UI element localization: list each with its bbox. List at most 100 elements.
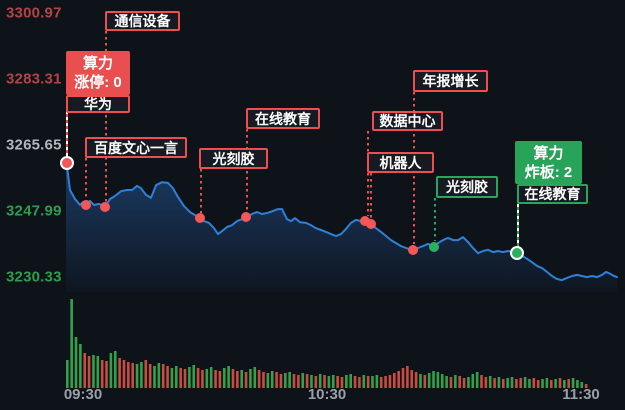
volume-bar [284, 373, 287, 388]
volume-bar [314, 376, 318, 388]
volume-bar [140, 362, 143, 388]
topic-chip[interactable]: 华为 [66, 95, 130, 113]
volume-bar [349, 374, 352, 388]
event-dot[interactable] [429, 242, 439, 252]
volume-bar [506, 378, 509, 388]
event-dot[interactable] [408, 245, 418, 255]
volume-bar [144, 360, 148, 388]
x-axis-tick-label: 10:30 [307, 386, 347, 403]
topic-chip[interactable]: 通信设备 [105, 11, 180, 31]
volume-bar [576, 380, 579, 388]
y-axis-label: 3300.97 [6, 4, 62, 22]
volume-bar [87, 356, 91, 388]
event-dot[interactable] [60, 156, 74, 170]
volume-bar [353, 376, 357, 388]
topic-chip[interactable]: 算力 炸板: 2 [515, 141, 582, 184]
volume-bar [279, 374, 283, 388]
volume-bar [262, 372, 265, 388]
volume-bar [454, 375, 457, 388]
volume-bar [423, 375, 427, 388]
volume-bar [188, 367, 191, 388]
event-dot[interactable] [241, 212, 251, 222]
topic-chip[interactable]: 百度文心一言 [85, 137, 187, 158]
volume-bar [183, 369, 187, 388]
volume-bar [301, 373, 305, 388]
volume-bar [523, 377, 527, 388]
volume-bar [366, 376, 370, 388]
topic-chip[interactable]: 算力 涨停: 0 [66, 51, 130, 95]
volume-bar [571, 378, 575, 388]
volume-bar [240, 370, 243, 388]
topic-chip[interactable]: 机器人 [367, 152, 434, 173]
volume-bar [305, 374, 309, 388]
volume-bar [567, 379, 570, 388]
volume-bar [297, 375, 300, 388]
volume-bar [414, 372, 418, 388]
topic-chip[interactable]: 在线教育 [246, 108, 320, 129]
event-dot[interactable] [366, 219, 376, 229]
volume-bar [410, 370, 414, 388]
annotation-connector-lines [66, 31, 519, 247]
event-dot[interactable] [81, 200, 91, 210]
volume-bar [118, 358, 121, 388]
volume-bar [449, 377, 453, 388]
volume-bar [445, 376, 448, 388]
volume-bar [122, 360, 126, 388]
volume-bar [253, 367, 257, 388]
volume-bar [502, 379, 505, 388]
volume-bar [331, 375, 335, 388]
topic-chip-line: 算力 [533, 144, 564, 162]
topic-chip[interactable]: 光刻胶 [436, 176, 498, 198]
volume-bar [275, 372, 278, 388]
volume-bar [74, 337, 78, 388]
volume-bar [393, 373, 396, 388]
volume-bar [541, 379, 544, 388]
volume-bar [345, 375, 348, 388]
topic-chip[interactable]: 数据中心 [372, 111, 443, 131]
volume-bar [127, 362, 130, 388]
volume-bar [371, 376, 374, 388]
topic-chip[interactable]: 年报增长 [413, 70, 488, 92]
volume-bar [406, 366, 409, 388]
volume-bar [153, 366, 156, 388]
volume-bar [401, 368, 405, 388]
topic-chip[interactable]: 在线教育 [517, 184, 588, 204]
volume-bar [218, 371, 222, 388]
price-line [65, 158, 618, 282]
topic-chip[interactable]: 光刻胶 [199, 148, 268, 169]
volume-bar [584, 384, 588, 388]
price-area-fill [66, 159, 617, 292]
event-dot[interactable] [510, 246, 524, 260]
volume-bar [436, 372, 440, 388]
volume-bar [493, 378, 496, 388]
topic-chip-line: 炸板: 2 [524, 163, 573, 181]
y-axis-label: 3265.65 [6, 136, 62, 154]
volume-bar [249, 369, 252, 388]
volume-bar [166, 366, 169, 388]
volume-bar [66, 360, 69, 388]
volume-bar [148, 364, 152, 388]
volume-bar [397, 371, 400, 388]
volume-bar [549, 380, 553, 388]
event-dot[interactable] [100, 202, 110, 212]
volume-bar [323, 375, 326, 388]
volume-bar [475, 372, 479, 388]
volume-bar [175, 366, 178, 388]
volume-bar [135, 364, 139, 388]
volume-bar [222, 368, 226, 388]
volume-bar [236, 371, 239, 388]
volume-bar [536, 380, 540, 388]
event-dot[interactable] [195, 213, 205, 223]
volume-bar [131, 363, 134, 388]
volume-bar [318, 374, 322, 388]
volume-bar [554, 379, 557, 388]
volume-bar [201, 370, 204, 388]
x-axis-tick-label: 11:30 [562, 386, 600, 403]
volume-bar [375, 375, 379, 388]
volume-bar [484, 377, 488, 388]
volume-bar [358, 377, 361, 388]
volume-bar [96, 356, 100, 388]
x-axis-tick-label: 09:30 [63, 386, 103, 403]
